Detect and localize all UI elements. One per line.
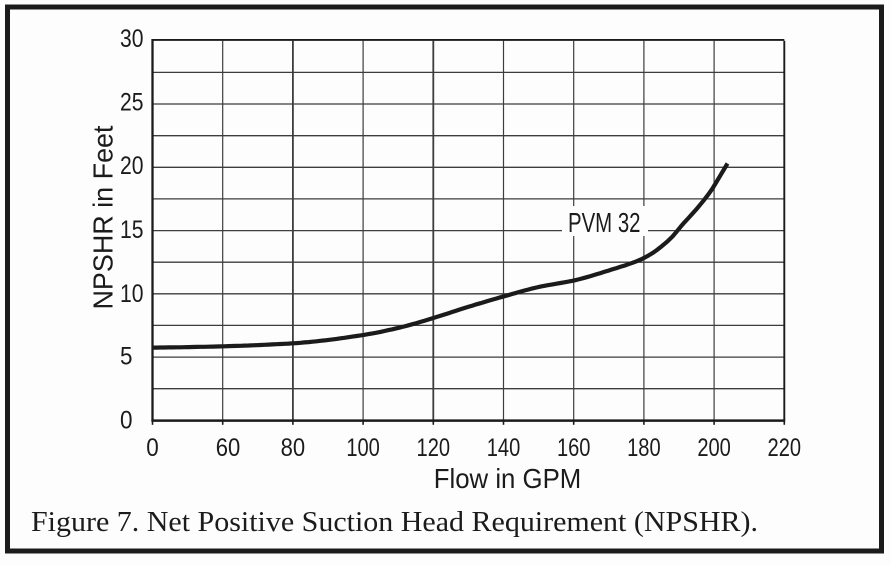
svg-text:0: 0 xyxy=(120,407,133,435)
svg-text:30: 30 xyxy=(120,25,144,53)
svg-text:180: 180 xyxy=(627,434,661,462)
svg-text:160: 160 xyxy=(557,434,591,462)
svg-text:220: 220 xyxy=(768,434,802,462)
svg-text:200: 200 xyxy=(697,434,731,462)
svg-text:60: 60 xyxy=(216,434,241,462)
svg-text:20: 20 xyxy=(120,152,144,180)
svg-text:25: 25 xyxy=(120,89,144,117)
svg-text:5: 5 xyxy=(120,343,133,371)
svg-text:Figure 7. Net Positive Suction: Figure 7. Net Positive Suction Head Requ… xyxy=(31,507,758,538)
svg-text:100: 100 xyxy=(346,434,380,462)
svg-text:Flow in GPM: Flow in GPM xyxy=(434,463,582,494)
svg-text:140: 140 xyxy=(487,434,521,462)
svg-text:PVM 32: PVM 32 xyxy=(568,207,641,238)
svg-text:NPSHR in Feet: NPSHR in Feet xyxy=(87,125,118,309)
svg-text:120: 120 xyxy=(417,434,451,462)
svg-text:0: 0 xyxy=(146,434,159,462)
svg-text:10: 10 xyxy=(120,280,144,308)
svg-text:80: 80 xyxy=(281,434,306,462)
svg-text:15: 15 xyxy=(120,216,144,244)
